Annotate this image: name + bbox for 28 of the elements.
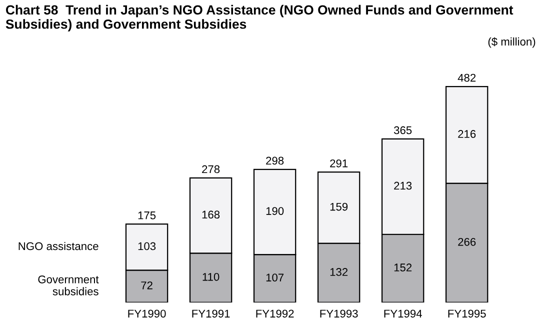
- data-label: 213: [394, 182, 412, 190]
- x-tick-label: FY1995: [448, 310, 486, 318]
- data-label: 266: [458, 238, 476, 246]
- x-tick-label: FY1992: [256, 310, 294, 318]
- total-label: 291: [330, 159, 348, 168]
- data-label: 110: [202, 272, 220, 281]
- data-label: 72: [141, 281, 152, 290]
- x-tick-label: FY1991: [192, 310, 230, 318]
- total-label: 298: [266, 156, 284, 165]
- data-label: 159: [330, 202, 348, 211]
- chart-subtitle: ($ million): [488, 37, 536, 48]
- data-label: 152: [394, 264, 412, 272]
- total-label: 482: [458, 74, 476, 82]
- x-tick-label: FY1990: [128, 310, 166, 318]
- data-label: 216: [458, 130, 476, 138]
- total-label: 278: [202, 165, 220, 174]
- chart-title: Chart 58 Trend in Japan’s NGO Assistance (NGO Owned Funds and Government Subsidies) and Government Subsidies: [6, 4, 514, 32]
- total-label: 175: [138, 212, 156, 220]
- data-label: 168: [202, 210, 220, 219]
- text: Government subsidies: [38, 275, 99, 296]
- data-label: 107: [266, 274, 284, 282]
- x-tick-label: FY1993: [320, 310, 358, 318]
- data-label: 103: [138, 242, 156, 250]
- x-tick-label: FY1994: [384, 310, 422, 318]
- data-label: 190: [266, 207, 284, 215]
- text: NGO assistance: [18, 242, 98, 250]
- total-label: 365: [394, 126, 412, 134]
- data-label: 132: [330, 268, 348, 276]
